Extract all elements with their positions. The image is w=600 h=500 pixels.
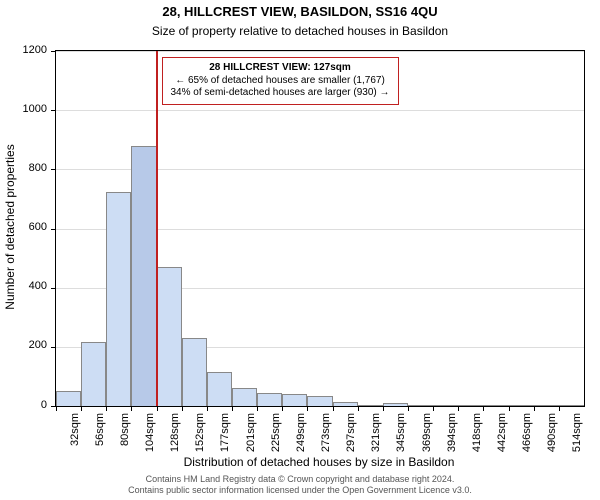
- plot-area: 28 HILLCREST VIEW: 127sqm← 65% of detach…: [55, 50, 585, 407]
- histogram-bar: [483, 405, 508, 406]
- x-tick-label: 56sqm: [94, 413, 106, 461]
- y-tick-mark: [51, 229, 56, 230]
- x-tick-label: 249sqm: [295, 413, 307, 461]
- gridline: [56, 51, 584, 52]
- x-tick-label: 104sqm: [144, 413, 156, 461]
- x-tick-mark: [232, 406, 233, 411]
- x-tick-label: 442sqm: [496, 413, 508, 461]
- histogram-bar: [307, 396, 332, 406]
- chart-container: 28, HILLCREST VIEW, BASILDON, SS16 4QU S…: [0, 0, 600, 500]
- y-tick-label: 600: [0, 221, 47, 233]
- x-tick-label: 345sqm: [395, 413, 407, 461]
- x-tick-mark: [408, 406, 409, 411]
- annotation-line-1: 28 HILLCREST VIEW: 127sqm: [171, 62, 390, 75]
- x-tick-mark: [333, 406, 334, 411]
- x-tick-mark: [282, 406, 283, 411]
- x-tick-label: 297sqm: [345, 413, 357, 461]
- x-tick-mark: [534, 406, 535, 411]
- x-tick-mark: [383, 406, 384, 411]
- gridline: [56, 110, 584, 111]
- x-tick-mark: [458, 406, 459, 411]
- y-tick-mark: [51, 288, 56, 289]
- y-tick-mark: [51, 347, 56, 348]
- histogram-bar: [182, 338, 207, 406]
- chart-title: 28, HILLCREST VIEW, BASILDON, SS16 4QU: [0, 4, 600, 19]
- x-tick-label: 466sqm: [521, 413, 533, 461]
- histogram-bar: [282, 394, 307, 406]
- x-tick-label: 128sqm: [169, 413, 181, 461]
- annotation-box: 28 HILLCREST VIEW: 127sqm← 65% of detach…: [162, 57, 399, 105]
- histogram-bar: [509, 405, 534, 406]
- attribution-line-2: Contains public sector information licen…: [0, 485, 600, 496]
- histogram-bar: [81, 342, 106, 406]
- annotation-line-3: 34% of semi-detached houses are larger (…: [171, 87, 390, 100]
- histogram-bar: [433, 405, 458, 406]
- x-tick-mark: [509, 406, 510, 411]
- histogram-bar: [131, 146, 156, 406]
- x-tick-mark: [559, 406, 560, 411]
- attribution-line-1: Contains HM Land Registry data © Crown c…: [0, 474, 600, 485]
- x-tick-mark: [483, 406, 484, 411]
- y-tick-label: 0: [0, 399, 47, 411]
- x-tick-label: 177sqm: [219, 413, 231, 461]
- histogram-bar: [383, 403, 408, 406]
- histogram-bar: [207, 372, 232, 406]
- x-tick-mark: [81, 406, 82, 411]
- marker-line: [156, 51, 158, 406]
- x-tick-mark: [106, 406, 107, 411]
- histogram-bar: [458, 405, 483, 406]
- x-tick-mark: [433, 406, 434, 411]
- x-tick-label: 80sqm: [119, 413, 131, 461]
- x-tick-label: 273sqm: [320, 413, 332, 461]
- x-tick-mark: [182, 406, 183, 411]
- x-tick-mark: [131, 406, 132, 411]
- x-tick-mark: [358, 406, 359, 411]
- y-tick-label: 400: [0, 280, 47, 292]
- x-tick-mark: [207, 406, 208, 411]
- histogram-bar: [333, 402, 358, 406]
- y-tick-label: 1200: [0, 44, 47, 56]
- y-tick-label: 800: [0, 162, 47, 174]
- histogram-bar: [257, 393, 282, 406]
- histogram-bar: [408, 405, 433, 406]
- y-tick-mark: [51, 110, 56, 111]
- histogram-bar: [157, 267, 182, 406]
- histogram-bar: [534, 405, 559, 406]
- x-tick-mark: [157, 406, 158, 411]
- y-tick-mark: [51, 51, 56, 52]
- x-tick-label: 418sqm: [471, 413, 483, 461]
- x-tick-mark: [257, 406, 258, 411]
- x-tick-label: 369sqm: [421, 413, 433, 461]
- histogram-bar: [358, 405, 383, 406]
- histogram-bar: [232, 388, 257, 406]
- y-tick-label: 200: [0, 339, 47, 351]
- histogram-bar: [106, 192, 131, 406]
- x-tick-label: 225sqm: [270, 413, 282, 461]
- x-tick-label: 152sqm: [194, 413, 206, 461]
- x-tick-label: 321sqm: [370, 413, 382, 461]
- x-tick-label: 514sqm: [571, 413, 583, 461]
- histogram-bar: [56, 391, 81, 406]
- x-tick-mark: [307, 406, 308, 411]
- x-tick-label: 201sqm: [245, 413, 257, 461]
- y-tick-label: 1000: [0, 103, 47, 115]
- x-tick-mark: [56, 406, 57, 411]
- annotation-line-2: ← 65% of detached houses are smaller (1,…: [171, 75, 390, 88]
- chart-subtitle: Size of property relative to detached ho…: [0, 24, 600, 38]
- histogram-bar: [559, 405, 584, 406]
- x-tick-label: 394sqm: [446, 413, 458, 461]
- x-tick-label: 32sqm: [69, 413, 81, 461]
- x-tick-label: 490sqm: [546, 413, 558, 461]
- attribution: Contains HM Land Registry data © Crown c…: [0, 474, 600, 497]
- y-tick-mark: [51, 169, 56, 170]
